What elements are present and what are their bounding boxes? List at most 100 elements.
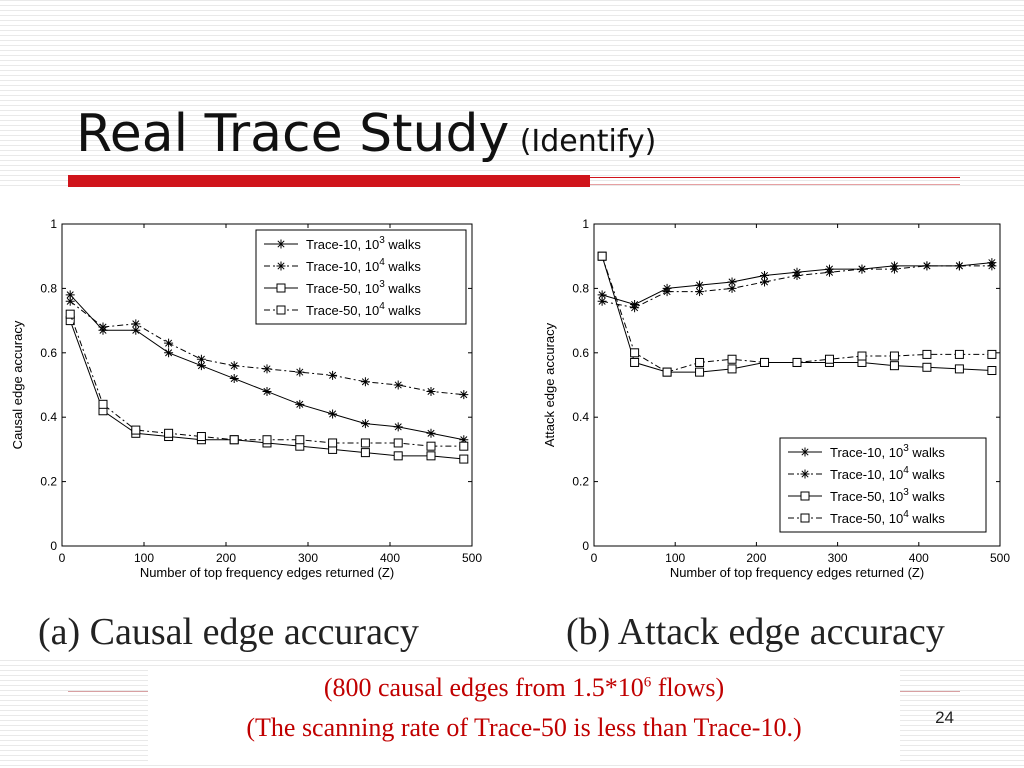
star-marker <box>597 296 607 306</box>
legend-label-sup: 4 <box>903 465 909 476</box>
legend-label: Trace-10, 103 walks <box>306 235 421 252</box>
star-marker <box>229 361 239 371</box>
legend-label-post: walks <box>385 259 422 274</box>
legend-label-post: walks <box>909 467 946 482</box>
star-marker <box>459 435 469 445</box>
star-marker <box>328 409 338 419</box>
legend-label-sup: 3 <box>379 279 385 290</box>
star-marker <box>393 380 403 390</box>
legend-square-marker <box>276 283 286 293</box>
star-marker <box>360 377 370 387</box>
figure-panel: 0 0.2 0.4 0.6 0.8 1 0 100 200 300 400 500 Number of … <box>0 190 1024 658</box>
legend-label-main: Trace-10, 10 <box>306 237 379 252</box>
y-tick-label: 1 <box>582 217 589 231</box>
square-marker <box>426 451 436 461</box>
square-marker <box>459 454 469 464</box>
slide-title: Real Trace Study (Identify) <box>76 104 656 164</box>
legend-label-post: walks <box>909 445 946 460</box>
x-tick-label: 200 <box>216 551 236 565</box>
footer-rule-left <box>68 691 148 692</box>
square-marker <box>760 357 770 367</box>
note-line-1-post: flows) <box>651 673 725 702</box>
square-marker <box>922 349 932 359</box>
star-marker <box>65 290 75 300</box>
y-axis-label: Attack edge accuracy <box>542 322 557 447</box>
legend-label-post: walks <box>909 489 946 504</box>
star-marker <box>695 280 705 290</box>
note-line-1-sup: 6 <box>643 674 652 691</box>
square-marker <box>262 435 272 445</box>
square-marker <box>459 441 469 451</box>
star-marker <box>295 399 305 409</box>
star-marker <box>65 296 75 306</box>
y-tick-label: 0.8 <box>572 281 589 295</box>
square-marker <box>695 357 705 367</box>
star-marker <box>328 370 338 380</box>
series-4-b <box>597 251 997 377</box>
star-marker <box>954 261 964 271</box>
note-line-1-pre: (800 causal edges from 1.5*10 <box>323 673 644 702</box>
star-marker <box>262 364 272 374</box>
legend-label-post: walks <box>909 511 946 526</box>
square-marker <box>328 438 338 448</box>
legend-label-main: Trace-10, 10 <box>830 445 903 460</box>
legend-label-sup: 4 <box>903 509 909 520</box>
star-marker <box>727 277 737 287</box>
legend-star-marker <box>276 239 286 249</box>
y-tick-label: 0.8 <box>40 281 57 295</box>
caption-b: (b) Attack edge accuracy <box>566 611 945 653</box>
legend-label-post: walks <box>385 303 422 318</box>
square-marker <box>630 357 640 367</box>
square-marker <box>954 364 964 374</box>
star-marker <box>727 283 737 293</box>
x-tick-label: 300 <box>298 551 318 565</box>
x-tick-label: 400 <box>380 551 400 565</box>
star-marker <box>131 319 141 329</box>
square-marker <box>987 349 997 359</box>
subtitle-text: (Identify) <box>519 124 657 159</box>
note-line-1: (800 causal edges from 1.5*106 flows) <box>148 668 900 708</box>
title-underline-bar <box>68 175 590 187</box>
square-marker <box>889 351 899 361</box>
series-4-a <box>65 309 469 451</box>
page-number: 24 <box>935 708 954 727</box>
x-tick-label: 100 <box>134 551 154 565</box>
star-marker <box>164 338 174 348</box>
star-marker <box>695 287 705 297</box>
x-axis-label: Number of top frequency edges returned (… <box>140 565 394 580</box>
series-2-b <box>597 261 997 313</box>
title-underline-thin-2 <box>590 184 960 185</box>
square-marker <box>922 362 932 372</box>
star-marker <box>164 348 174 358</box>
square-marker <box>727 364 737 374</box>
legend-label: Trace-50, 104 walks <box>830 509 945 526</box>
x-tick-label: 200 <box>746 551 766 565</box>
caption-a: (a) Causal edge accuracy <box>38 611 419 653</box>
legend-star-marker <box>800 469 810 479</box>
legend-square-marker <box>800 513 810 523</box>
square-marker <box>426 441 436 451</box>
star-marker <box>922 261 932 271</box>
square-marker <box>98 399 108 409</box>
legend-label: Trace-50, 103 walks <box>306 279 421 296</box>
y-tick-label: 0.2 <box>40 475 57 489</box>
y-tick-label: 0.6 <box>40 346 57 360</box>
star-marker <box>597 290 607 300</box>
square-marker <box>295 435 305 445</box>
footer-rule-right <box>900 691 960 692</box>
legend-label-sup: 3 <box>903 443 909 454</box>
square-marker <box>360 438 370 448</box>
star-marker <box>630 303 640 313</box>
x-tick-label: 500 <box>462 551 482 565</box>
x-tick-label: 500 <box>990 551 1010 565</box>
legend-square-marker <box>276 305 286 315</box>
square-marker <box>987 366 997 376</box>
x-tick-label: 0 <box>59 551 66 565</box>
y-tick-label: 0 <box>50 539 57 553</box>
legend-box <box>255 229 467 325</box>
legend-label-sup: 4 <box>379 301 385 312</box>
chart-b: 0 0.2 0.4 0.6 0.8 1 0 100 200 300 400 500 Number of … <box>542 217 1010 580</box>
square-marker <box>131 425 141 435</box>
